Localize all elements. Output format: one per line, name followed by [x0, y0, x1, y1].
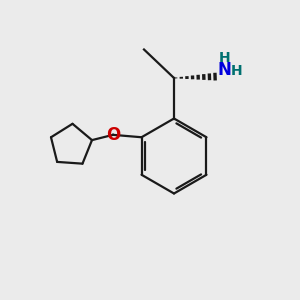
Polygon shape [202, 74, 206, 80]
Polygon shape [208, 74, 211, 80]
Polygon shape [213, 73, 217, 80]
Text: H: H [219, 52, 230, 65]
Text: H: H [231, 64, 243, 78]
Polygon shape [191, 75, 194, 79]
Polygon shape [174, 77, 177, 78]
Polygon shape [196, 75, 200, 80]
Text: O: O [106, 126, 120, 144]
Text: N: N [218, 61, 231, 79]
Polygon shape [180, 77, 183, 79]
Polygon shape [185, 76, 189, 79]
